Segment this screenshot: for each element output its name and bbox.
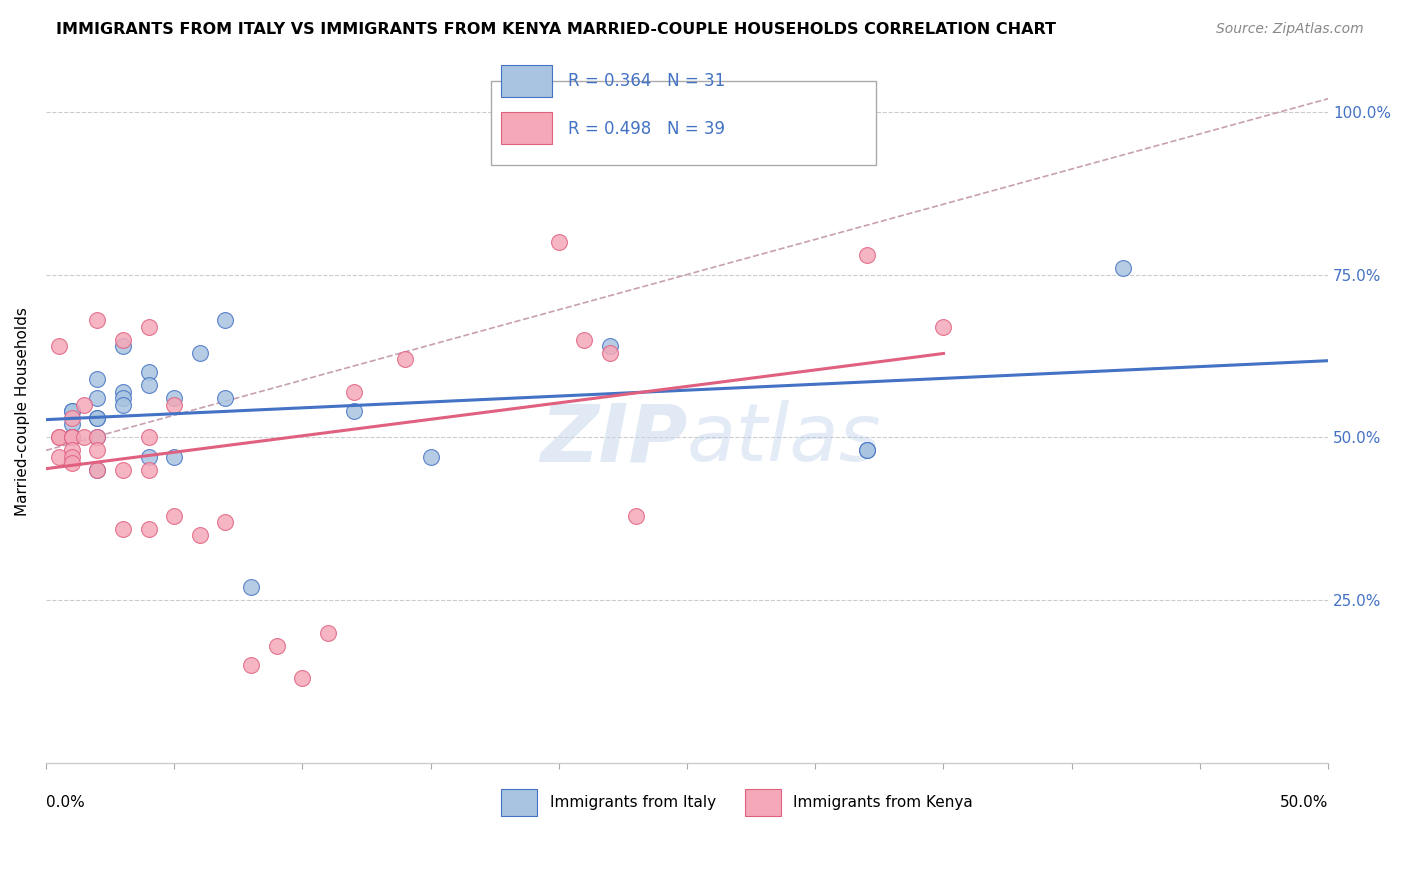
Point (111, 522, 134, 536)
FancyBboxPatch shape (745, 789, 780, 816)
Point (60, 443, 83, 458)
Point (111, 384, 134, 399)
Text: ZIP: ZIP (540, 401, 688, 478)
Text: R = 0.364   N = 31: R = 0.364 N = 31 (568, 72, 725, 90)
Point (138, 319, 160, 334)
Point (163, 392, 186, 406)
Point (111, 398, 134, 412)
Point (343, 384, 366, 399)
Point (60, 417, 83, 432)
Point (86, 410, 108, 425)
Point (86, 443, 108, 458)
Point (111, 392, 134, 406)
Point (60, 430, 83, 444)
Point (855, 443, 877, 458)
Text: R = 0.498   N = 39: R = 0.498 N = 39 (568, 120, 725, 137)
Point (86, 430, 108, 444)
Point (86, 313, 108, 327)
Point (240, 580, 263, 594)
Point (932, 319, 955, 334)
Point (138, 378, 160, 392)
Point (60, 404, 83, 418)
Point (1112, 260, 1135, 275)
FancyBboxPatch shape (501, 112, 553, 144)
Point (138, 450, 160, 464)
Point (60, 410, 83, 425)
FancyBboxPatch shape (491, 80, 876, 165)
Point (188, 528, 211, 542)
Point (419, 450, 441, 464)
Text: 50.0%: 50.0% (1279, 795, 1329, 810)
Point (574, 333, 596, 347)
Point (138, 430, 160, 444)
Point (60, 457, 83, 471)
Point (86, 430, 108, 444)
FancyBboxPatch shape (501, 789, 537, 816)
Point (394, 352, 416, 367)
Point (60, 450, 83, 464)
Point (73, 430, 96, 444)
Point (547, 235, 569, 249)
Text: 0.0%: 0.0% (46, 795, 84, 810)
Point (60, 430, 83, 444)
Point (86, 463, 108, 477)
Point (111, 339, 134, 353)
Point (163, 450, 186, 464)
FancyBboxPatch shape (501, 65, 553, 97)
Point (316, 625, 339, 640)
Point (48, 450, 70, 464)
Text: Immigrants from Kenya: Immigrants from Kenya (793, 795, 973, 810)
Point (624, 508, 647, 523)
Text: Source: ZipAtlas.com: Source: ZipAtlas.com (1216, 22, 1364, 37)
Point (86, 372, 108, 386)
Point (138, 365, 160, 379)
Point (214, 515, 236, 529)
Point (60, 430, 83, 444)
Point (188, 345, 211, 359)
Point (214, 313, 236, 327)
Point (240, 658, 263, 673)
Point (266, 639, 288, 653)
Point (599, 345, 621, 359)
Point (599, 339, 621, 353)
Point (214, 392, 236, 406)
Point (60, 404, 83, 418)
Point (73, 398, 96, 412)
Point (163, 508, 186, 523)
Point (111, 333, 134, 347)
Point (86, 392, 108, 406)
Point (343, 404, 366, 418)
Point (48, 430, 70, 444)
Point (48, 430, 70, 444)
Point (60, 430, 83, 444)
Text: Immigrants from Italy: Immigrants from Italy (550, 795, 716, 810)
Point (855, 443, 877, 458)
Point (138, 463, 160, 477)
Point (86, 410, 108, 425)
Point (855, 248, 877, 262)
Point (163, 398, 186, 412)
Point (111, 463, 134, 477)
Point (86, 463, 108, 477)
Point (60, 430, 83, 444)
Point (291, 672, 314, 686)
Text: atlas: atlas (688, 401, 882, 478)
Point (48, 339, 70, 353)
Text: IMMIGRANTS FROM ITALY VS IMMIGRANTS FROM KENYA MARRIED-COUPLE HOUSEHOLDS CORRELA: IMMIGRANTS FROM ITALY VS IMMIGRANTS FROM… (56, 22, 1056, 37)
Point (138, 522, 160, 536)
Y-axis label: Married-couple Households: Married-couple Households (15, 307, 30, 516)
